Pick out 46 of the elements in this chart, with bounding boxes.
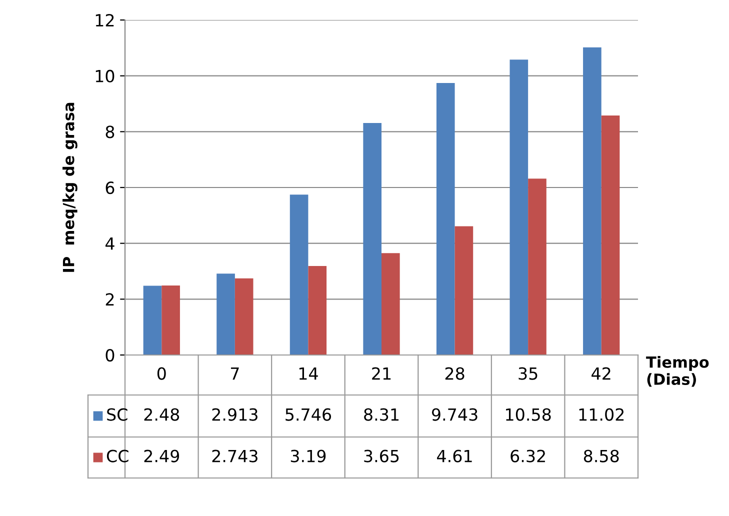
y-tick-label: 0 [106,348,114,362]
y-tick-label: 4 [105,238,114,250]
bar [382,253,400,355]
bar [143,286,162,355]
y-tick-label: 2 [106,293,114,306]
x-tick-label: 21 [372,367,391,380]
data-label: 3.65 [364,450,399,462]
bar [234,278,254,355]
data-label: 11.02 [579,408,624,421]
bar [436,83,455,355]
data-label: 2.913 [212,408,258,421]
bar [308,266,327,355]
x-tick-label: 28 [445,367,464,380]
data-label: 2.49 [144,450,180,462]
data-label: 4.61 [437,450,472,462]
y-tick-label: 12 [96,14,114,26]
data-label: 5.746 [286,408,332,421]
x-tick-label: 14 [299,367,318,380]
data-label: 6.32 [510,450,545,462]
bar [216,274,235,355]
data-label: 8.31 [364,408,399,421]
y-tick-label: 6 [106,181,114,194]
bar [162,285,180,355]
data-label: 2.48 [144,408,180,421]
legend-label: SC [107,408,128,421]
y-tick-label: 10 [96,70,114,82]
data-label: 8.58 [584,450,619,462]
legend-label: CC [106,450,128,462]
bar [290,194,308,355]
data-label: 10.58 [506,408,551,421]
data-label: 9.743 [432,408,478,421]
data-label: 3.19 [290,450,326,462]
y-axis-title: IP meq/kg de grasa [62,102,78,272]
x-tick-label: 7 [230,367,239,380]
data-label: 2.743 [212,450,258,462]
bar [528,178,546,355]
x-tick-label: 0 [157,367,166,380]
y-tick-label: 8 [106,126,114,138]
bar [510,60,528,355]
bar [454,226,474,355]
bar [363,123,382,355]
x-axis-title: Tiempo (Dias) [646,356,709,387]
x-tick-label: 42 [592,367,610,380]
x-tick-label: 35 [518,367,538,380]
bar [583,47,602,355]
bar [601,115,620,355]
